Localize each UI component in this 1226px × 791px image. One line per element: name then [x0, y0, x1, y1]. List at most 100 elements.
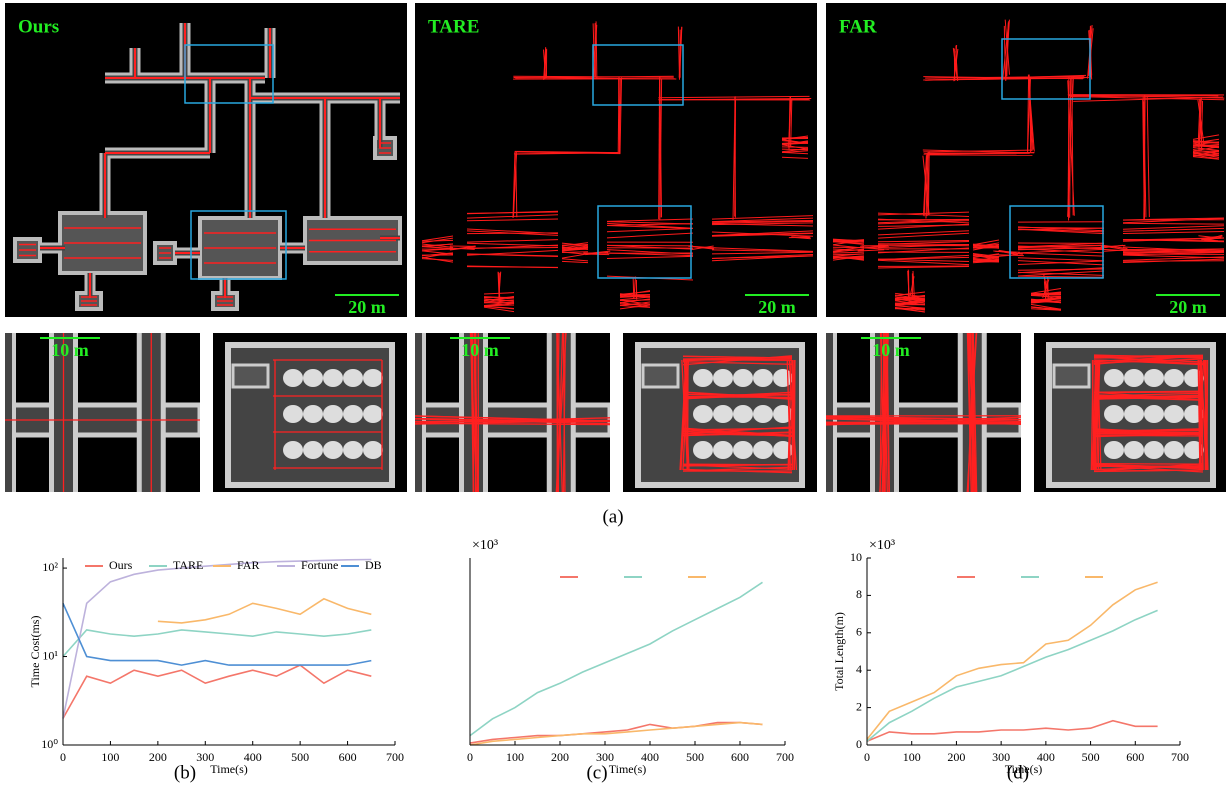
scale-label: 10 m [51, 340, 89, 360]
obstacle [303, 369, 323, 387]
scale-label: 10 m [872, 340, 910, 360]
path-trace [1094, 396, 1203, 397]
path-trace [1094, 432, 1203, 433]
x-axis-label: Time(s) [210, 762, 248, 776]
method-label: TARE [428, 16, 479, 37]
method-label: FAR [839, 16, 877, 37]
obstacle [733, 405, 753, 423]
x-tick-label: 600 [339, 750, 357, 764]
obstacle [323, 369, 343, 387]
caption: (c) [586, 762, 607, 783]
obstacle [283, 405, 303, 423]
x-tick-label: 100 [101, 750, 119, 764]
y-tick-label: 0 [856, 737, 862, 751]
legend-label: DB [365, 558, 382, 572]
obstacle [733, 441, 753, 459]
series-line [63, 665, 371, 718]
obstacle [1164, 441, 1184, 459]
obstacle [303, 405, 323, 423]
obstacle [693, 369, 713, 387]
series-line [867, 582, 1158, 739]
scale-label: 20 m [1169, 297, 1207, 317]
series-line [63, 630, 371, 657]
floor [0, 330, 14, 495]
zoom-panel [213, 333, 407, 492]
path-trace [1200, 360, 1201, 470]
x-tick-label: 0 [467, 750, 473, 764]
y-tick-label: 10 [850, 550, 862, 564]
zoom-panel: 10 m [410, 330, 610, 495]
caption: (d) [1007, 762, 1029, 783]
obstacle [1144, 441, 1164, 459]
figure: Ours20 m10 mTARE20 m10 mFAR20 m10 m(a)01… [0, 0, 1226, 791]
obstacle [1104, 405, 1124, 423]
zoom-panel [1034, 333, 1226, 492]
x-tick-label: 700 [776, 750, 794, 764]
obstacle [283, 441, 303, 459]
series-line [867, 721, 1158, 742]
x-tick-label: 0 [864, 750, 870, 764]
alcove [643, 365, 678, 387]
x-tick-label: 200 [551, 750, 569, 764]
obstacle [713, 369, 733, 387]
x-tick-label: 200 [947, 750, 965, 764]
obstacle [713, 405, 733, 423]
x-tick-label: 600 [731, 750, 749, 764]
series-line [63, 560, 371, 719]
obstacle [1104, 441, 1124, 459]
x-axis-label: Time(s) [609, 762, 647, 776]
obstacle [753, 441, 773, 459]
x-tick-label: 500 [686, 750, 704, 764]
caption: (a) [602, 506, 623, 527]
obstacle [753, 405, 773, 423]
obstacle [363, 369, 383, 387]
path-trace [607, 245, 693, 246]
obstacle [1144, 369, 1164, 387]
x-tick-label: 200 [149, 750, 167, 764]
y-tick-label: 6 [856, 625, 862, 639]
obstacle [1124, 441, 1144, 459]
caption: (b) [174, 762, 196, 783]
legend-label: Ours [109, 558, 133, 572]
y-multiplier: ×10³ [472, 538, 498, 553]
obstacle [303, 441, 323, 459]
series-line [158, 599, 371, 623]
obstacle [753, 369, 773, 387]
alcove [233, 365, 268, 387]
zoom-panel: 10 m [0, 330, 200, 495]
obstacle [363, 405, 383, 423]
legend-label: TARE [173, 558, 203, 572]
y-tick-label: 8 [856, 587, 862, 601]
y-tick-label: 2 [856, 699, 862, 713]
obstacle [283, 369, 303, 387]
y-tick-label: 10⁰ [41, 737, 58, 751]
map-bg [415, 3, 817, 317]
obstacle [713, 441, 733, 459]
obstacle [733, 369, 753, 387]
obstacle [1164, 369, 1184, 387]
map-panel: TARE 20 m [415, 3, 817, 317]
path-trace [1094, 392, 1203, 393]
path-trace [620, 300, 650, 301]
obstacle [1144, 405, 1164, 423]
y-axis-label: Time Cost(ms) [28, 616, 42, 688]
map-panel: FAR 20 m [826, 3, 1226, 317]
obstacle [1124, 405, 1144, 423]
series-line [470, 582, 763, 735]
y-multiplier: ×10³ [869, 538, 895, 553]
obstacle [363, 441, 383, 459]
obstacle [1164, 405, 1184, 423]
floor [821, 330, 835, 495]
obstacle [343, 405, 363, 423]
map-panel: Ours20 m [5, 3, 407, 317]
y-tick-label: 4 [856, 662, 862, 676]
y-axis-label: Total Length(m) [832, 612, 846, 691]
legend-label: FAR [237, 558, 259, 572]
x-tick-label: 500 [1082, 750, 1100, 764]
x-tick-label: 600 [1126, 750, 1144, 764]
scale-label: 20 m [758, 297, 796, 317]
floor [410, 330, 424, 495]
y-tick-label: 10¹ [42, 648, 58, 662]
method-label: Ours [18, 16, 59, 37]
y-tick-label: 10² [42, 560, 58, 574]
